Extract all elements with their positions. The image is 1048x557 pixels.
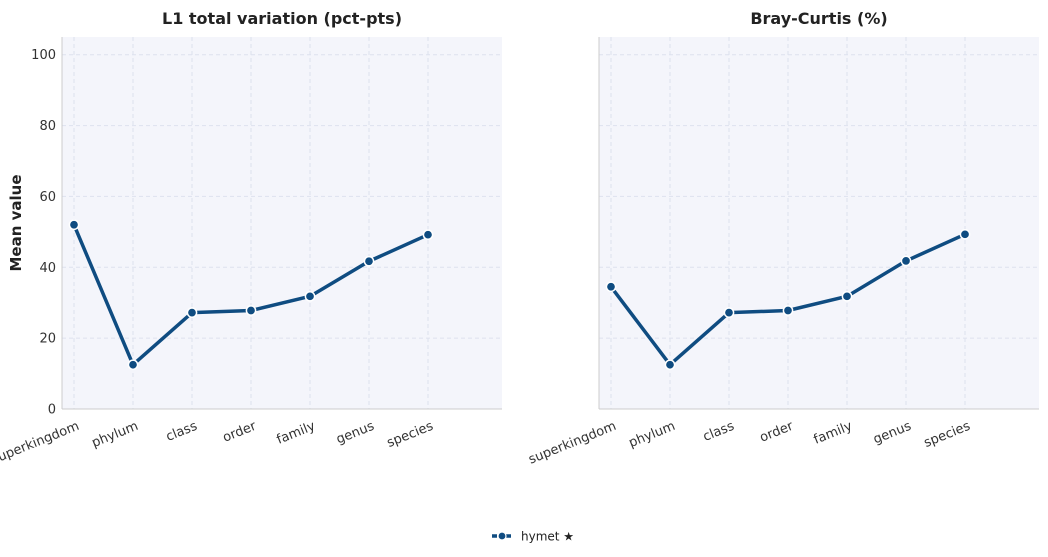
- data-point: [363, 255, 375, 267]
- x-tick-label: genus: [334, 419, 376, 448]
- y-axis-label: Mean value: [7, 174, 25, 271]
- x-tick-label: species: [922, 419, 973, 451]
- data-point: [127, 359, 139, 371]
- data-point: [605, 281, 617, 293]
- x-tick-label: species: [385, 419, 436, 451]
- y-tick-label: 80: [39, 119, 56, 134]
- data-point: [304, 290, 316, 302]
- panel-title-2: Bray-Curtis (%): [750, 9, 887, 28]
- data-point: [245, 305, 257, 316]
- data-point: [959, 228, 971, 240]
- x-tick-label: order: [758, 419, 796, 446]
- x-tick-label: superkingdom: [527, 419, 619, 468]
- panel-title-1: L1 total variation (pct-pts): [162, 9, 402, 28]
- data-point: [68, 219, 80, 231]
- x-tick-label: family: [275, 419, 318, 448]
- x-tick-label: phylum: [90, 419, 141, 451]
- data-point: [782, 305, 794, 316]
- legend-marker: [497, 531, 507, 541]
- y-tick-label: 0: [48, 403, 56, 418]
- plot-area-2: [599, 37, 1039, 409]
- data-point: [723, 307, 735, 318]
- data-point: [900, 255, 912, 267]
- x-tick-label: superkingdom: [0, 419, 81, 468]
- data-point: [841, 290, 853, 302]
- data-point: [186, 307, 198, 318]
- x-tick-label: order: [221, 419, 259, 446]
- x-tick-label: phylum: [627, 419, 678, 451]
- y-tick-label: 60: [39, 190, 56, 205]
- legend-label: hymet ★: [521, 530, 574, 544]
- y-tick-label: 20: [39, 332, 56, 347]
- x-tick-label: family: [812, 419, 855, 448]
- x-tick-label: genus: [871, 419, 913, 448]
- data-point: [422, 229, 434, 241]
- plot-area-1: [62, 37, 502, 409]
- x-tick-label: class: [701, 419, 737, 445]
- x-tick-label: class: [164, 419, 200, 445]
- data-point: [664, 359, 676, 371]
- y-tick-label: 40: [39, 261, 56, 276]
- y-tick-label: 100: [31, 48, 56, 63]
